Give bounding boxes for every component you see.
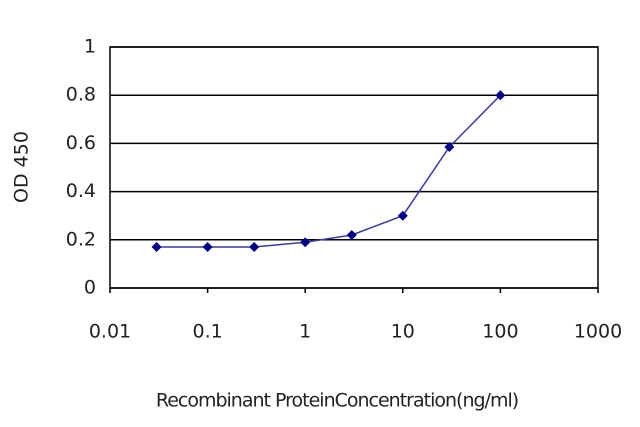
y-tick-label: 0.6 <box>66 132 96 154</box>
data-point <box>151 242 162 253</box>
plot-frame <box>109 46 599 289</box>
data-point <box>397 210 408 221</box>
y-tick-label: 0.2 <box>66 228 96 250</box>
y-tick-label: 0.4 <box>66 180 96 202</box>
data-point <box>202 242 213 253</box>
data-point <box>249 242 260 253</box>
x-tick-label: 100 <box>482 321 518 343</box>
x-tick-label: 0.1 <box>192 321 222 343</box>
x-tick-label: 1000 <box>574 321 622 343</box>
x-tick-label: 1 <box>299 321 311 343</box>
data-point <box>444 142 455 153</box>
data-line <box>156 94 501 248</box>
data-point <box>346 229 357 240</box>
y-tick-label: 0.8 <box>66 84 96 106</box>
y-axis-label: OD 450 <box>11 131 33 203</box>
y-tick-label: 1 <box>84 36 96 58</box>
data-point <box>300 237 311 248</box>
x-axis-label: Recombinant ProteinConcentration(ng/ml) <box>156 390 518 412</box>
data-point <box>495 90 506 101</box>
x-tick-label: 0.01 <box>89 321 131 343</box>
y-tick-label: 0 <box>84 277 96 299</box>
x-tick-label: 10 <box>391 321 415 343</box>
